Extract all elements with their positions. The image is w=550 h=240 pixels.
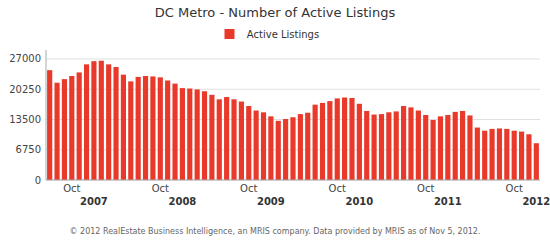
bar	[320, 103, 325, 180]
bar	[261, 112, 266, 180]
x-tick-label: Oct	[240, 183, 257, 194]
bar	[290, 117, 295, 180]
bar	[143, 76, 148, 180]
bar	[128, 81, 133, 180]
bar	[165, 80, 170, 180]
bar	[47, 70, 52, 180]
bar	[195, 89, 200, 180]
x-tick-label: Oct	[506, 183, 523, 194]
x-tick-label: Oct	[63, 183, 80, 194]
bar	[313, 105, 318, 180]
bar	[379, 114, 384, 180]
legend-swatch	[225, 29, 235, 39]
bar	[224, 97, 229, 180]
x-tick-label: Oct	[329, 183, 346, 194]
bar	[467, 115, 472, 180]
bar	[180, 88, 185, 180]
y-tick-label: 6750	[16, 144, 41, 155]
bar	[327, 101, 332, 180]
bar	[77, 72, 82, 180]
x-axis: Oct Oct Oct Oct Oct Oct	[46, 180, 540, 194]
legend-label: Active Listings	[247, 29, 319, 40]
bar	[150, 76, 155, 180]
bar	[386, 112, 391, 180]
bar	[283, 119, 288, 180]
bar	[268, 116, 273, 180]
legend: Active Listings	[225, 29, 320, 40]
bar	[357, 104, 362, 180]
bar	[172, 84, 177, 180]
bar	[298, 114, 303, 180]
bar	[534, 143, 539, 180]
bar	[91, 61, 96, 180]
y-tick-label: 0	[35, 175, 41, 186]
bar	[84, 64, 89, 180]
bar	[489, 129, 494, 180]
bar	[158, 77, 163, 180]
bar	[276, 121, 281, 180]
year-label: 2010	[345, 196, 373, 207]
x-tick-label: Oct	[152, 183, 169, 194]
bar	[526, 134, 531, 180]
grid-line	[46, 89, 540, 90]
title: DC Metro - Number of Active Listings	[155, 5, 396, 20]
bar	[54, 83, 59, 180]
bar	[113, 67, 118, 180]
bar	[136, 77, 141, 180]
bar	[512, 131, 517, 180]
bar	[423, 115, 428, 180]
bar	[460, 111, 465, 180]
bar	[519, 132, 524, 180]
bar	[416, 111, 421, 180]
y-tick-label: 20250	[9, 84, 41, 95]
bar	[99, 61, 104, 180]
bar	[438, 116, 443, 180]
y-axis: 0 6750 13500 20250 27000	[9, 50, 540, 186]
y-tick-label: 27000	[9, 53, 41, 64]
year-label: 2012	[522, 196, 550, 207]
bar	[254, 111, 259, 180]
bar	[497, 128, 502, 180]
bar	[453, 112, 458, 180]
bar	[504, 129, 509, 180]
bar	[187, 89, 192, 180]
bar	[246, 106, 251, 180]
footer: © 2012 RealEstate Business Intelligence,…	[70, 227, 481, 236]
year-label: 2007	[80, 196, 108, 207]
bar	[121, 75, 126, 180]
bar	[445, 115, 450, 180]
bar	[305, 113, 310, 180]
bar	[342, 98, 347, 180]
bar	[62, 79, 67, 180]
chart: DC Metro - Number of Active Listings Acti…	[0, 0, 550, 240]
grid-line	[46, 180, 540, 181]
y-axis-line	[46, 50, 47, 180]
bar	[364, 111, 369, 180]
bar	[69, 76, 74, 180]
bar	[372, 115, 377, 180]
bar	[394, 111, 399, 180]
bars	[47, 61, 539, 180]
bar	[349, 98, 354, 180]
x-axis-line	[46, 180, 540, 181]
bar	[202, 91, 207, 180]
bar	[335, 98, 340, 180]
bar	[106, 64, 111, 180]
x-tick-label: Oct	[417, 183, 434, 194]
y-tick-label: 13500	[9, 114, 41, 125]
year-label: 2008	[168, 196, 196, 207]
bar	[231, 99, 236, 180]
bar	[408, 107, 413, 180]
bar	[401, 106, 406, 180]
grid-line	[46, 58, 540, 59]
year-label: 2009	[257, 196, 285, 207]
year-label: 2011	[434, 196, 462, 207]
bar	[475, 128, 480, 180]
bar	[209, 95, 214, 180]
bar	[239, 102, 244, 180]
bar	[482, 131, 487, 180]
bar	[217, 99, 222, 180]
bar	[431, 120, 436, 180]
